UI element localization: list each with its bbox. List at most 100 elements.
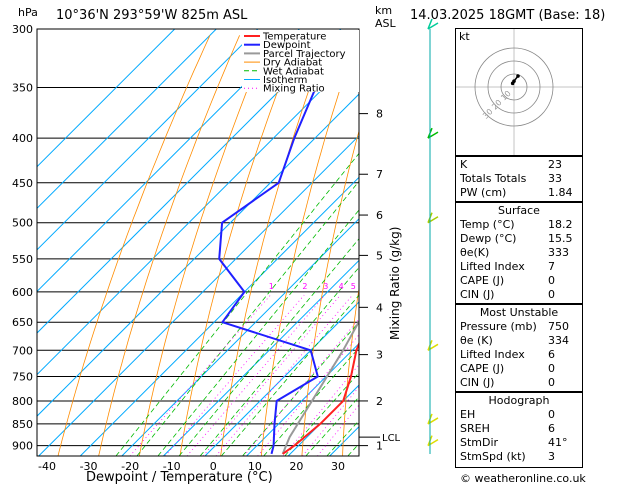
km-tick-label: 5 xyxy=(376,249,383,262)
surface-li-value: 7 xyxy=(548,260,555,273)
pressure-tick-label: 750 xyxy=(12,370,33,383)
copyright-text: © weatheronline.co.uk xyxy=(460,472,586,485)
km-tick-label: 4 xyxy=(376,301,383,314)
temperature-tick-label: -40 xyxy=(38,460,56,473)
pressure-tick-label: 300 xyxy=(12,23,33,36)
pressure-tick-label: 500 xyxy=(12,217,33,230)
dewpoint-line xyxy=(218,48,359,455)
mu-cin-label: CIN (J) xyxy=(460,376,495,389)
mixing-ratio-line xyxy=(257,334,359,456)
hodograph-params-title: Hodograph xyxy=(488,394,550,407)
surface-cape-label: CAPE (J) xyxy=(460,274,505,287)
wet-adiabat-line xyxy=(242,321,359,456)
surface-temp-value: 18.2 xyxy=(548,218,573,231)
isotherm-line xyxy=(204,301,359,456)
km-unit-label: km xyxy=(375,4,393,17)
sreh-value: 6 xyxy=(548,422,555,435)
hodograph-ring-label: 30 xyxy=(481,107,495,121)
surface-panel: Surface Temp (°C) 18.2 Dewp (°C) 15.5 θe… xyxy=(455,202,583,304)
surface-dewp-label: Dewp (°C) xyxy=(460,232,517,245)
temperature-tick-label: -10 xyxy=(163,460,181,473)
isotherm-line xyxy=(163,259,359,456)
asl-unit-label: ASL xyxy=(375,17,396,30)
lcl-label: LCL xyxy=(382,433,401,444)
pressure-tick-label: 600 xyxy=(12,286,33,299)
temperature-tick-label: -30 xyxy=(80,460,98,473)
dry-adiabat-line xyxy=(179,35,300,456)
hodograph-point xyxy=(512,79,516,83)
mixing-ratio-line xyxy=(243,318,359,456)
km-tick-label: 8 xyxy=(376,108,383,121)
temperature-tick-label: 0 xyxy=(210,460,217,473)
isotherm-line xyxy=(37,29,176,168)
hodograph-panel: kt 10 20 30 xyxy=(455,28,583,156)
surface-cin-label: CIN (J) xyxy=(460,288,495,301)
temperature-tick-label: 20 xyxy=(289,460,303,473)
mu-pressure-value: 750 xyxy=(548,320,569,333)
pressure-tick-label: 900 xyxy=(12,440,33,453)
stmspd-label: StmSpd (kt) xyxy=(460,450,526,463)
mixing-ratio-label: 1 xyxy=(269,282,274,291)
km-tick-label: 7 xyxy=(376,168,383,181)
surface-title: Surface xyxy=(498,204,540,217)
isotherm-line xyxy=(37,29,217,209)
mu-thetae-label: θe (K) xyxy=(460,334,493,347)
dry-adiabat-line xyxy=(342,286,359,456)
hodograph-params-panel: Hodograph EH 0 SREH 6 StmDir 41° StmSpd … xyxy=(455,392,583,468)
pressure-tick-label: 700 xyxy=(12,344,33,357)
totals-totals-value: 33 xyxy=(548,172,562,185)
most-unstable-panel: Most Unstable Pressure (mb) 750 θe (K) 3… xyxy=(455,304,583,392)
parcel-trajectory-line xyxy=(281,319,359,455)
stmdir-value: 41° xyxy=(548,436,568,449)
isotherm-line xyxy=(37,93,359,417)
legend-entry: Mixing Ratio xyxy=(263,84,325,95)
legend-entry: Dry Adiabat xyxy=(263,58,322,69)
stmdir-label: StmDir xyxy=(460,436,499,449)
pw-value: 1.84 xyxy=(548,186,573,199)
dry-adiabat-line xyxy=(609,35,627,456)
dry-adiabat-line xyxy=(57,35,211,456)
wet-adiabat-line xyxy=(221,294,359,456)
mixing-ratio-line xyxy=(129,294,271,456)
mixing-ratio-label: 20 xyxy=(430,282,440,291)
k-index-value: 23 xyxy=(548,158,562,171)
indices-panel: K 23 Totals Totals 33 PW (cm) 1.84 xyxy=(455,156,583,202)
isotherm-line xyxy=(79,176,359,456)
datetime-title: 14.03.2025 18GMT (Base: 18) xyxy=(410,8,606,23)
mixing-ratio-line xyxy=(317,404,359,456)
legend-entry: Dewpoint xyxy=(263,40,311,51)
km-tick-label: 2 xyxy=(376,395,383,408)
wet-adiabat-line xyxy=(136,180,359,456)
wet-adiabat-line xyxy=(199,266,359,456)
mixing-ratio-label: 3 xyxy=(323,282,328,291)
legend-entry: Parcel Trajectory xyxy=(263,49,346,60)
dry-adiabat-line xyxy=(138,35,270,456)
isotherm-line xyxy=(246,342,359,456)
wet-adiabat-line xyxy=(284,372,359,456)
location-title: 10°36'N 293°59'W 825m ASL xyxy=(56,8,248,23)
temperature-tick-label: 10 xyxy=(248,460,262,473)
mixing-ratio-line xyxy=(215,294,353,456)
surface-cape-value: 0 xyxy=(548,274,555,287)
eh-label: EH xyxy=(460,408,476,421)
surface-li-label: Lifted Index xyxy=(460,260,525,273)
pressure-tick-label: 400 xyxy=(12,132,33,145)
temperature-line xyxy=(282,341,359,455)
mixing-ratio-label: 2 xyxy=(302,282,307,291)
mixing-ratio-line xyxy=(302,386,359,456)
mixing-ratio-label: 4 xyxy=(339,282,344,291)
x-axis-title: Dewpoint / Temperature (°C) xyxy=(86,470,273,485)
hodograph-point xyxy=(516,74,520,78)
surface-thetae-label: θe(K) xyxy=(460,246,490,259)
surface-cin-value: 0 xyxy=(548,288,555,301)
mu-cape-value: 0 xyxy=(548,362,555,375)
eh-value: 0 xyxy=(548,408,555,421)
wet-adiabat-line xyxy=(115,152,359,456)
most-unstable-title: Most Unstable xyxy=(479,306,559,319)
k-index-label: K xyxy=(460,158,468,171)
mu-pressure-label: Pressure (mb) xyxy=(460,320,537,333)
pw-label: PW (cm) xyxy=(460,186,507,199)
legend-box xyxy=(242,30,359,92)
wet-adiabat-line xyxy=(178,238,359,456)
